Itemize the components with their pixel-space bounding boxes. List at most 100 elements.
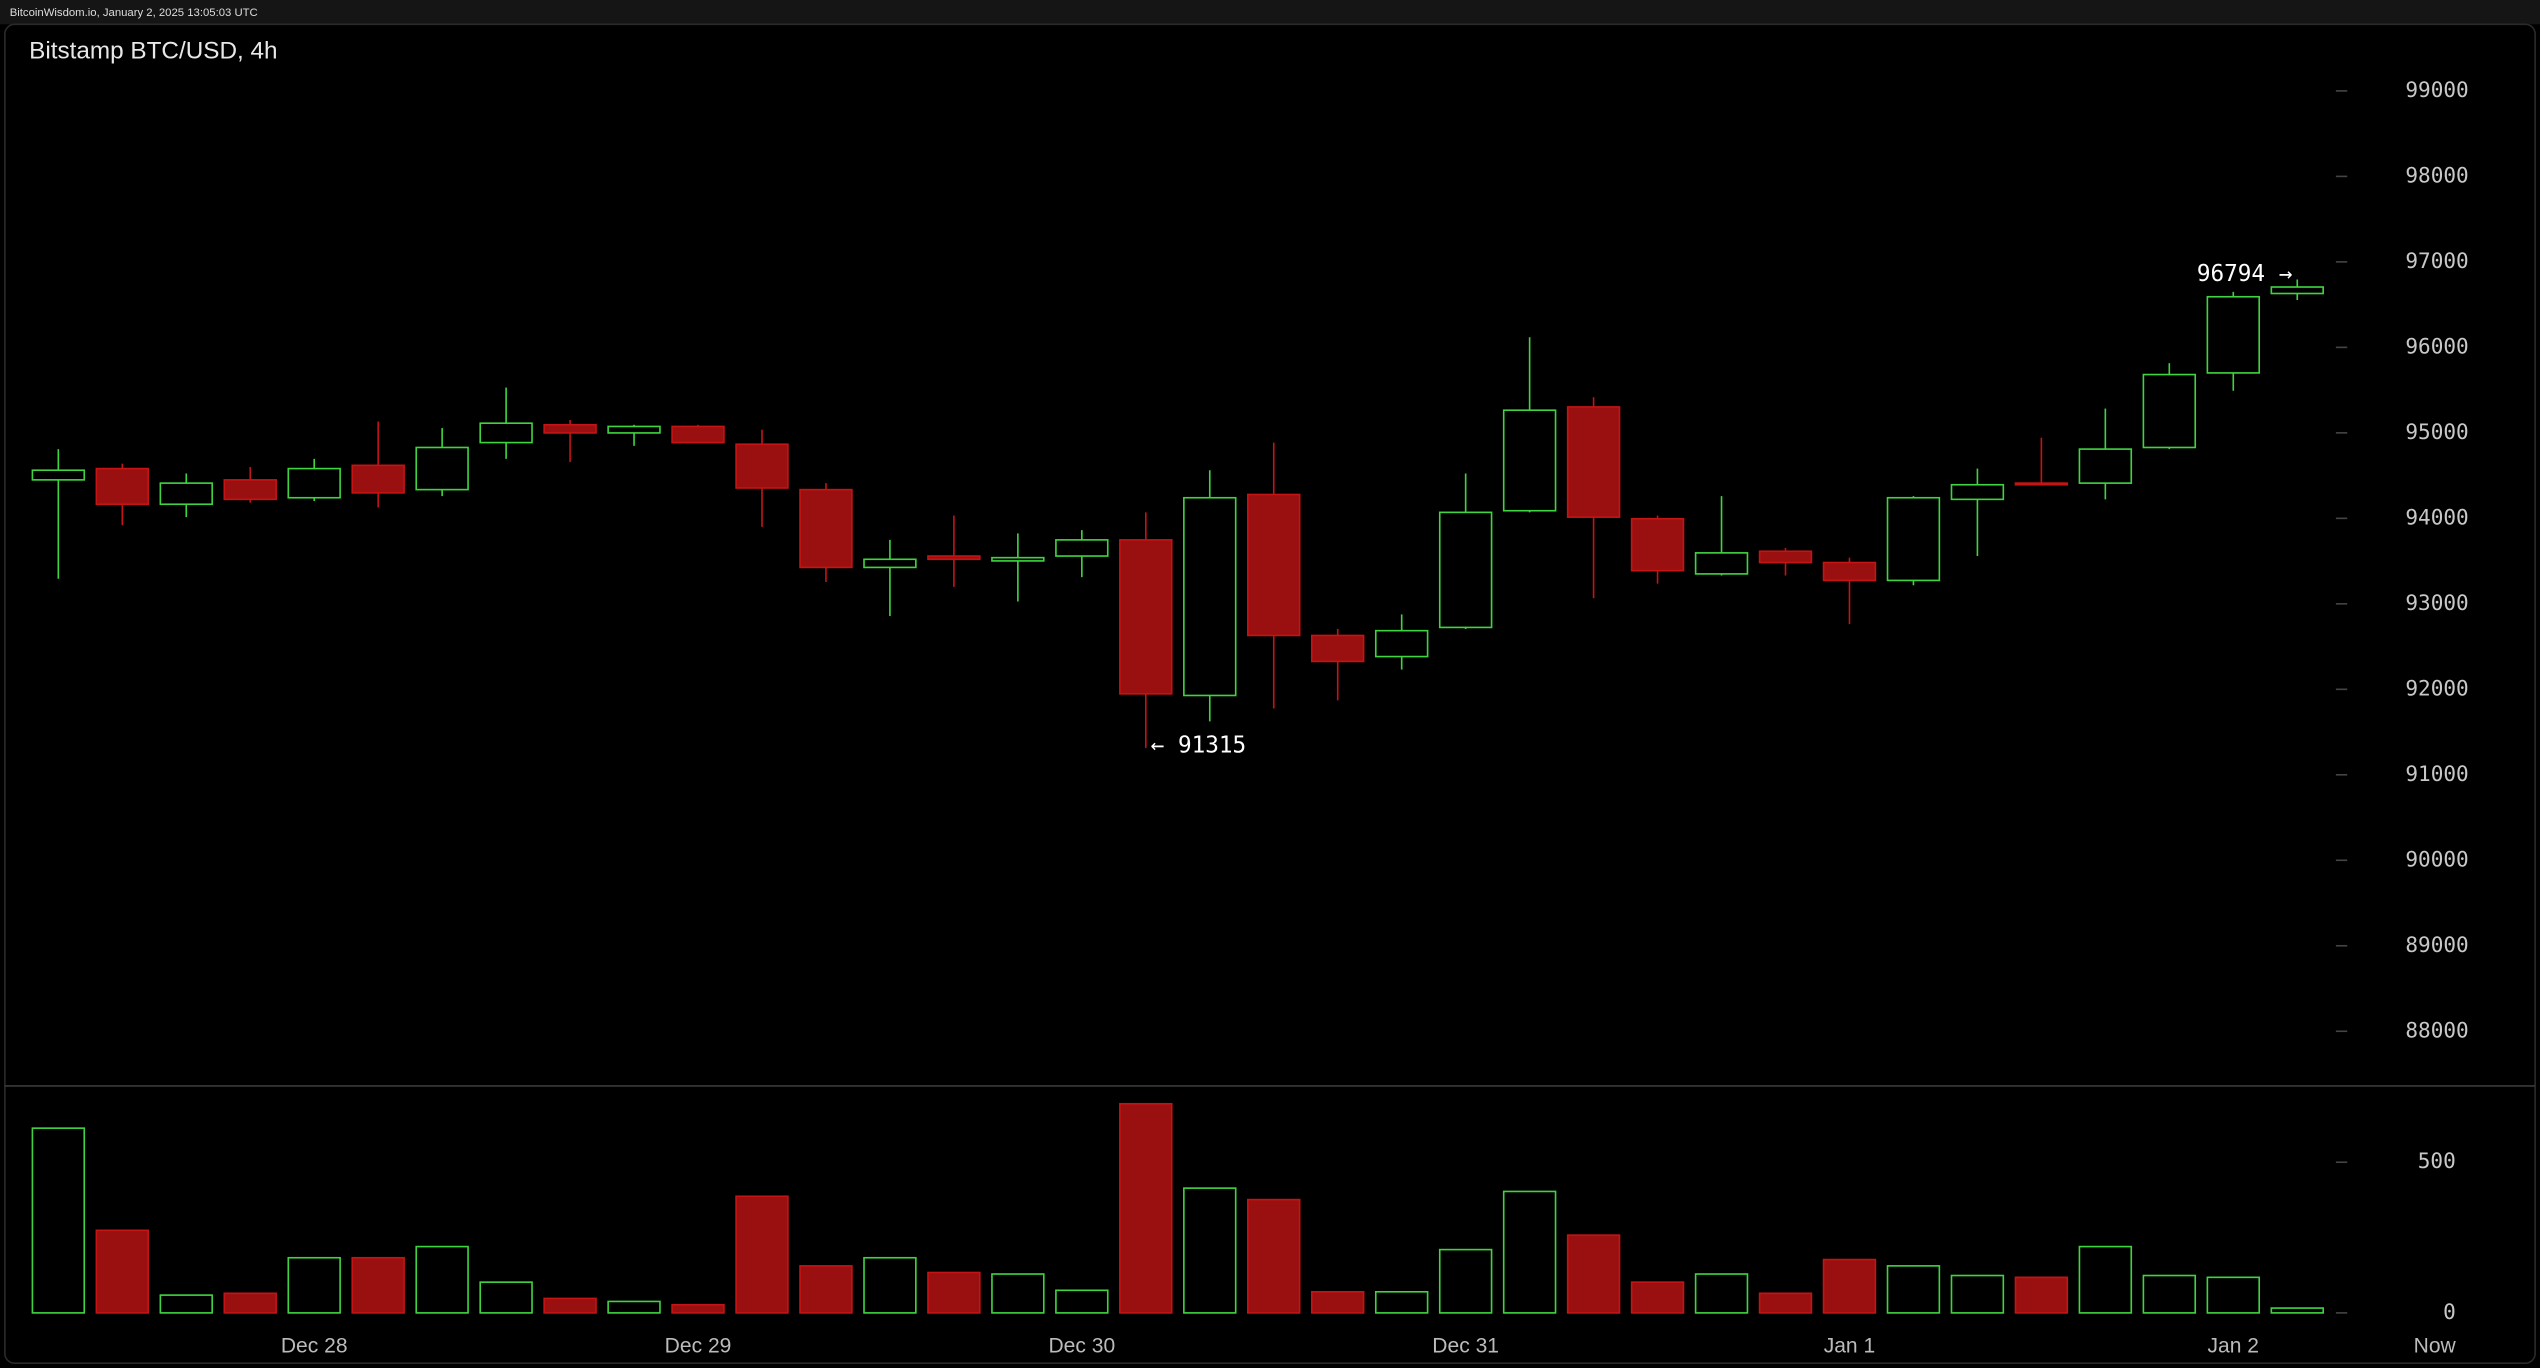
volume-bar [1310,1290,1365,1314]
volume-bar [1247,1198,1301,1314]
candle-body [1055,539,1109,557]
y-tick-label: 96000 [2405,333,2468,358]
y-tick-label: 97000 [2405,248,2468,273]
candle-body [1247,493,1301,637]
volume-bar [1694,1273,1749,1314]
y-tick-label: 90000 [2405,846,2468,871]
volume-bar [159,1294,213,1314]
volume-bar [1566,1234,1621,1314]
candle-body [543,424,597,434]
volume-bar [1119,1102,1173,1314]
high-label: 96794 → [2197,261,2293,287]
y-tick-label: 99000 [2405,77,2468,102]
x-tick-label: Jan 1 [1824,1334,1875,1357]
x-tick-label: Dec 31 [1432,1334,1499,1357]
volume-bar [1886,1265,1941,1314]
volume-bar [543,1297,597,1314]
volume-bar [415,1245,469,1314]
x-tick-label: Dec 29 [665,1334,732,1357]
candle-body [799,488,853,569]
candle-body [2206,295,2261,374]
volume-bar [95,1229,150,1314]
y-tick-label: 98000 [2405,162,2468,187]
volume-bar [2206,1276,2261,1314]
volume-bar [1438,1248,1493,1314]
y-tick-label: 89000 [2405,932,2468,957]
y-tick-label: 88000 [2405,1017,2468,1042]
volume-bar [2014,1276,2069,1314]
volume-bar [287,1256,341,1314]
candle-body [735,443,789,489]
volume-bar [863,1256,917,1314]
candle-body [1566,406,1621,518]
candle-body [1374,629,1429,658]
candle-body [287,467,341,499]
candle-body [223,479,277,501]
chart-frame [4,23,2536,1364]
volume-bar [1950,1274,2005,1314]
top-bar [0,0,2540,25]
volume-bar [223,1292,277,1314]
candle-body [1310,634,1365,663]
volume-bar [799,1265,853,1314]
header: BitcoinWisdom.io, January 2, 2025 13:05:… [10,7,258,19]
y-tick-label: 93000 [2405,590,2468,615]
y-tick-label: 92000 [2405,675,2468,700]
y-tick-label: 94000 [2405,504,2468,529]
candle-body [2078,448,2133,484]
candle-body [2270,286,2324,295]
volume-bar [927,1271,981,1314]
candle-body [863,558,917,569]
low-label: ← 91315 [1151,733,1247,759]
candle-body [95,467,150,506]
candle-body [927,555,981,561]
volume-bar [1502,1190,1557,1314]
volume-bar [1758,1292,1813,1314]
y-tick-label: 91000 [2405,761,2468,786]
volume-tick-label: 0 [2443,1299,2456,1324]
candle-body [31,469,86,481]
candle-body [1822,561,1877,582]
x-tick-label: Dec 30 [1048,1334,1115,1357]
volume-bar [991,1273,1045,1314]
candle-body [1758,550,1813,564]
candle-body [1694,552,1749,575]
candle-body [2142,373,2197,449]
chart-title: Bitstamp BTC/USD, 4h [29,37,277,64]
candle-body [1950,483,2005,501]
volume-tick-label: 500 [2418,1148,2456,1173]
volume-bar [479,1281,533,1314]
volume-bar [1630,1281,1685,1314]
candle-body [1886,496,1941,582]
volume-bar [351,1256,405,1314]
candle-body [351,464,405,494]
now-label: Now [2414,1334,2457,1357]
candle-body [607,425,661,434]
candle-body [479,422,533,444]
volume-bar [671,1303,725,1314]
candle-body [1183,496,1237,697]
x-tick-label: Jan 2 [2208,1334,2259,1357]
candle-body [1438,511,1493,629]
volume-bar [1055,1289,1109,1314]
volume-bar [2270,1307,2324,1314]
volume-bar [1822,1258,1877,1314]
volume-bar [1374,1290,1429,1314]
candle-body [1502,409,1557,512]
volume-bar [1183,1187,1237,1314]
candle-body [1119,539,1173,695]
candle-body [2014,482,2069,486]
candle-body [159,482,213,506]
y-tick-label: 95000 [2405,419,2468,444]
candle-body [415,446,469,491]
x-tick-label: Dec 28 [281,1334,348,1357]
volume-bar [31,1127,86,1314]
volume-bar [607,1300,661,1314]
candle-body [1630,517,1685,572]
volume-bar [735,1195,789,1314]
volume-bar [2078,1245,2133,1314]
candle-body [991,556,1045,562]
volume-bar [2142,1274,2197,1314]
